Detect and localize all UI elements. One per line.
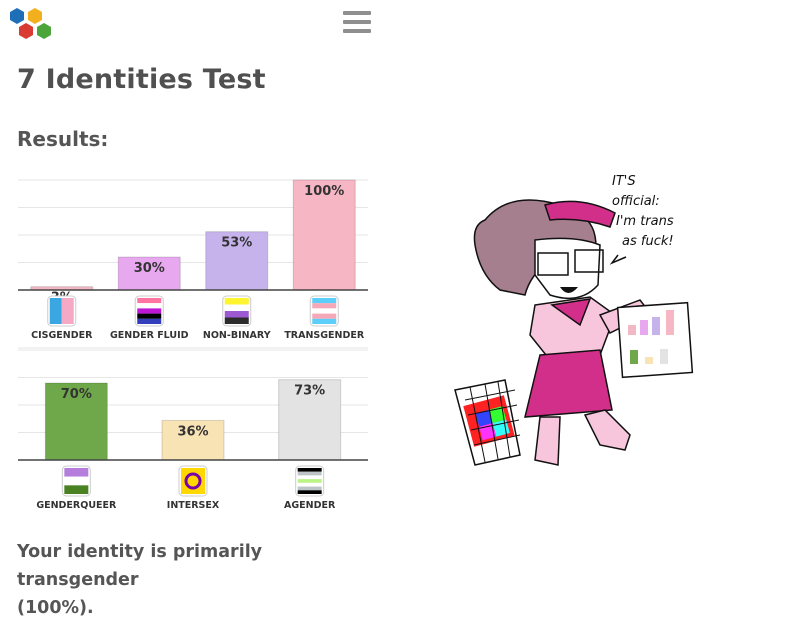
bar-agender[interactable] (278, 379, 342, 461)
genderfluid-flag-icon (134, 295, 164, 327)
speech-line-3: I'm trans (616, 214, 674, 229)
speech-line-1: IT'S (612, 174, 636, 189)
summary-line-2: (100%). (17, 598, 94, 618)
skirt (524, 349, 613, 418)
cisgender-flag-icon (47, 295, 77, 327)
hexagon-cluster-logo[interactable] (6, 6, 56, 44)
glasses-right (574, 249, 604, 273)
category-label: INTERSEX (167, 500, 220, 511)
bar-genderqueer[interactable] (44, 382, 108, 461)
category-label: NON-BINARY (203, 330, 271, 341)
bar-value-label: 53% (221, 236, 252, 251)
bar-gender-fluid[interactable] (117, 256, 181, 291)
category-label: GENDERQUEER (36, 500, 117, 511)
cartoon-illustration: IT'S official: I'm trans as fuck! (454, 174, 694, 466)
transgender-flag-icon (309, 295, 339, 327)
bar-value-label: 70% (61, 387, 92, 402)
agender-flag-icon (295, 465, 325, 497)
category-label: AGENDER (284, 500, 336, 511)
category-label: TRANSGENDER (284, 330, 365, 341)
bar-transgender[interactable] (292, 179, 356, 291)
intersex-flag-icon (178, 465, 208, 497)
speech-line-4: as fuck! (622, 234, 674, 249)
top-bar (0, 0, 380, 50)
speech-line-2: official: (612, 194, 660, 209)
bar-value-label: 30% (134, 261, 165, 276)
basket-grid (464, 381, 521, 463)
category-label: GENDER FLUID (110, 330, 189, 341)
hamburger-menu-icon[interactable] (343, 11, 371, 37)
paper-sheet (616, 301, 694, 379)
bar-intersex[interactable] (161, 419, 225, 461)
genderqueer-flag-icon (61, 465, 91, 497)
beret (544, 200, 616, 228)
summary-line-1: Your identity is primarily transgender (17, 542, 263, 590)
results-heading: Results: (17, 127, 109, 151)
mouth (560, 287, 578, 293)
result-summary: Your identity is primarily transgender (… (17, 538, 387, 622)
bar-value-label: 100% (304, 184, 344, 199)
leg-left (534, 416, 561, 466)
red-hexagon (19, 23, 33, 39)
blue-hexagon (10, 8, 24, 24)
chart-panel-2: 70% GENDERQUEER 36% INTERSEX 73% AGENDER (18, 349, 368, 511)
nonbinary-flag-icon (222, 295, 252, 327)
scarf (550, 298, 592, 327)
bar-value-label: 73% (294, 384, 325, 399)
category-label: CISGENDER (31, 330, 93, 341)
yellow-hexagon (28, 8, 42, 24)
bar-value-label: 36% (177, 424, 208, 439)
leg-right (583, 409, 631, 451)
page-title: 7 Identities Test (17, 64, 266, 95)
glasses-left (537, 252, 569, 276)
speech-tail (609, 254, 627, 265)
green-hexagon (37, 23, 51, 39)
